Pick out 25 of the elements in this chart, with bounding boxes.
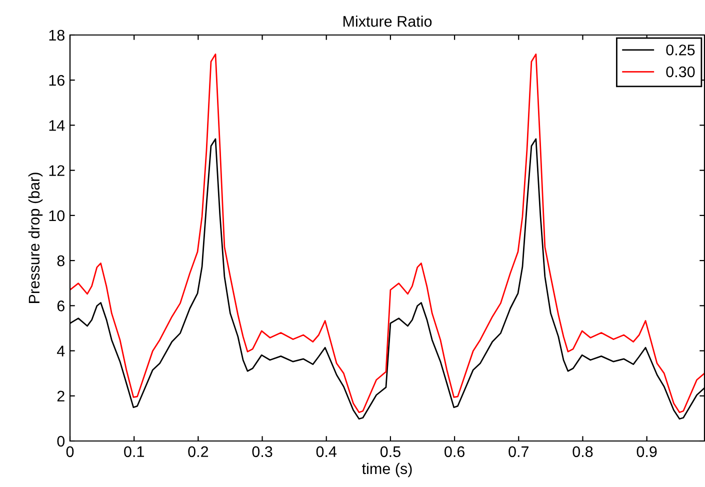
x-tick-label: 0.5: [380, 446, 400, 458]
y-tick-label: 0: [57, 436, 65, 447]
legend-label: 0.25: [666, 44, 695, 56]
legend-label: 0.30: [666, 66, 695, 78]
y-tick-label: 8: [57, 255, 64, 266]
x-tick-label: 0: [66, 446, 74, 458]
y-tick-label: 2: [57, 390, 64, 402]
y-tick-label: 12: [49, 165, 64, 176]
x-tick-label: 0.2: [188, 446, 208, 458]
chart-title: Mixture Ratio: [344, 16, 432, 27]
x-tick-label: 0.1: [124, 446, 144, 458]
x-tick-label: 0.3: [252, 446, 272, 458]
y-axis-title: Pressure drop (bar): [28, 172, 43, 303]
x-tick-label: 0.4: [316, 446, 337, 458]
y-tick-label: 14: [49, 120, 65, 131]
x-axis-title: time (s): [362, 462, 412, 478]
y-tick-label: 16: [49, 74, 64, 86]
x-tick-label: 0.6: [444, 446, 464, 458]
y-tick-label: 4: [56, 346, 65, 356]
y-tick-label: 18: [49, 30, 64, 41]
x-tick-label: 0.9: [636, 446, 657, 458]
y-tick-label: 6: [57, 300, 64, 312]
y-tick-label: 10: [49, 210, 65, 222]
x-tick-label: 0.8: [572, 446, 593, 458]
x-tick-label: 0.7: [508, 446, 528, 458]
